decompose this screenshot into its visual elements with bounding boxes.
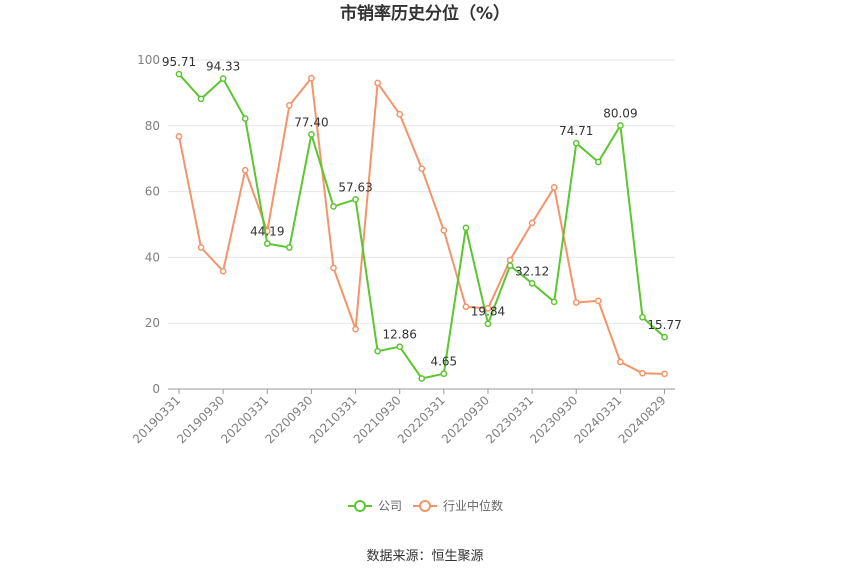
data-point[interactable] (418, 165, 426, 172)
data-point[interactable] (241, 166, 249, 174)
x-tick-label: 20240829 (616, 393, 669, 446)
data-point[interactable] (241, 115, 249, 122)
legend-marker-icon (354, 500, 366, 512)
data-point[interactable] (484, 320, 492, 328)
data-label: 4.65 (430, 355, 457, 369)
legend-label: 公司 (378, 499, 402, 513)
data-label: 19.84 (471, 305, 505, 319)
data-point[interactable] (352, 325, 359, 333)
data-point[interactable] (440, 227, 448, 234)
data-label: 32.12 (515, 264, 549, 278)
data-point[interactable] (330, 203, 337, 210)
data-point[interactable] (572, 299, 580, 306)
y-tick-label: 0 (152, 382, 160, 396)
data-label: 94.33 (206, 60, 240, 74)
legend-label: 行业中位数 (443, 498, 503, 513)
data-label: 57.63 (338, 180, 372, 194)
y-tick-label: 60 (145, 185, 160, 199)
data-point[interactable] (572, 139, 580, 147)
data-point[interactable] (528, 279, 536, 287)
y-tick-label: 100 (137, 53, 160, 67)
chart-title: 市销率历史分位（%） (340, 3, 510, 24)
data-point[interactable] (661, 370, 668, 378)
data-point[interactable] (175, 132, 183, 140)
y-tick-label: 40 (145, 250, 160, 264)
data-label: 95.71 (162, 55, 196, 69)
data-point[interactable] (639, 313, 646, 321)
data-point[interactable] (550, 183, 558, 191)
data-label: 74.71 (559, 124, 593, 138)
data-label: 80.09 (603, 107, 637, 121)
data-point[interactable] (330, 264, 337, 272)
legend-item-company[interactable]: 公司 (348, 499, 402, 513)
legend-marker-icon (419, 500, 431, 512)
data-point[interactable] (594, 158, 602, 166)
data-label: 12.86 (383, 328, 417, 342)
data-point[interactable] (528, 219, 536, 227)
data-point[interactable] (440, 370, 448, 378)
data-point[interactable] (617, 358, 624, 366)
data-point[interactable] (594, 297, 602, 305)
legend-item-industry-median[interactable]: 行业中位数 (413, 498, 503, 513)
data-labels: 95.71 94.33 44.19 77.40 57.63 12.86 4.65 19.84 3… (162, 55, 682, 369)
data-point[interactable] (175, 70, 183, 78)
legend: 公司 行业中位数 (348, 498, 503, 513)
grid-lines (168, 59, 675, 324)
data-point[interactable] (263, 240, 271, 247)
source-note: 数据来源：恒生聚源 (366, 549, 483, 564)
data-point[interactable] (617, 122, 624, 129)
data-point[interactable] (197, 244, 205, 251)
data-point[interactable] (639, 369, 646, 377)
data-point[interactable] (396, 110, 404, 118)
data-point[interactable] (506, 256, 514, 264)
data-point[interactable] (197, 95, 205, 103)
data-point[interactable] (286, 244, 293, 251)
data-point[interactable] (374, 79, 381, 87)
y-axis-ticks: 0 20 40 60 80 100 (137, 53, 160, 396)
y-tick-label: 20 (145, 316, 160, 330)
data-point[interactable] (661, 333, 668, 341)
data-point[interactable] (219, 267, 227, 275)
x-axis: 2019033120190930202003312020093020210331… (130, 388, 675, 446)
data-point[interactable] (462, 224, 470, 232)
data-point[interactable] (550, 298, 558, 306)
data-point[interactable] (308, 131, 315, 138)
data-label: 77.40 (294, 115, 328, 129)
data-label: 15.77 (647, 318, 681, 332)
data-point[interactable] (462, 303, 470, 311)
data-label: 44.19 (250, 225, 284, 239)
series-layer (175, 70, 668, 382)
data-point[interactable] (352, 196, 359, 203)
data-point[interactable] (374, 347, 381, 355)
y-tick-label: 80 (145, 119, 160, 133)
data-point[interactable] (219, 75, 227, 83)
data-point[interactable] (396, 343, 404, 351)
data-point[interactable] (418, 375, 426, 382)
data-point[interactable] (506, 262, 514, 269)
data-point[interactable] (308, 74, 315, 82)
data-point[interactable] (286, 102, 293, 109)
